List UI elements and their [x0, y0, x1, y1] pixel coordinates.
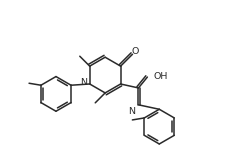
Text: N: N: [128, 107, 136, 116]
Text: N: N: [80, 79, 87, 87]
Text: OH: OH: [153, 72, 168, 81]
Text: O: O: [132, 47, 139, 56]
